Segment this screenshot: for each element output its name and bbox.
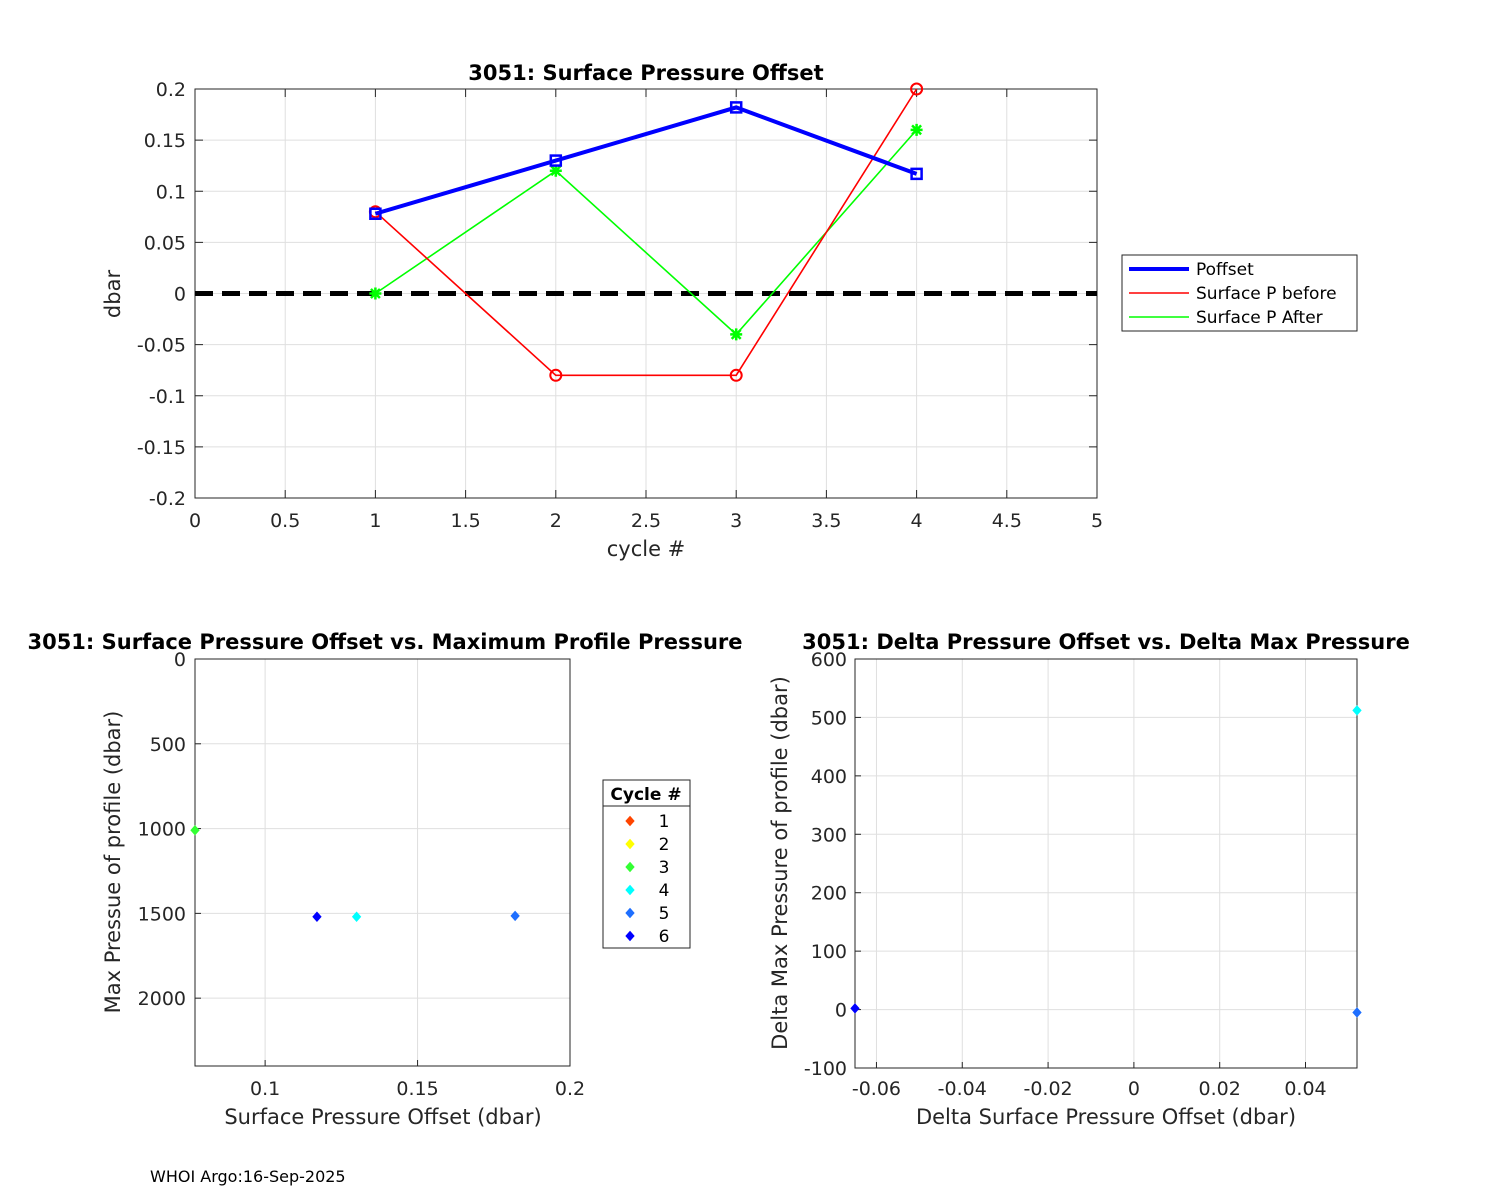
- chart1-ytick-label: -0.2: [149, 488, 186, 510]
- chart3-xtick-label: 0.04: [1284, 1078, 1326, 1100]
- chart1-point-surface-p-before: [549, 368, 563, 382]
- chart1-ytick-label: 0.15: [144, 130, 186, 152]
- chart3-xtick-label: 0: [1128, 1078, 1140, 1100]
- chart3-ytick-label: 300: [811, 824, 847, 846]
- chart3-xtick-label: -0.02: [1023, 1078, 1072, 1100]
- chart2-legend-label: 1: [659, 812, 670, 832]
- chart1-legend: Poffset Surface P before Surface P After: [1121, 254, 1358, 332]
- chart1-ytick-label: 0: [174, 284, 186, 306]
- chart2-legend-marker: [625, 815, 635, 827]
- chart1-xtick-label: 1.5: [450, 510, 480, 532]
- chart2-legend-marker: [625, 884, 635, 896]
- chart2-legend-label: 6: [659, 927, 670, 947]
- chart2-ytick-label: 1500: [138, 903, 186, 925]
- chart2-point-cycle-5: [510, 910, 520, 922]
- chart2-legend-marker: [625, 930, 635, 942]
- chart3-title: 3051: Delta Pressure Offset vs. Delta Ma…: [802, 630, 1410, 654]
- chart1-point-surface-p-before: [729, 368, 743, 382]
- chart1-xtick-label: 4: [911, 510, 923, 532]
- chart1-xtick-label: 3: [730, 510, 742, 532]
- chart1-ytick-label: 0.05: [144, 232, 186, 254]
- chart1-xtick-label: 1: [369, 510, 381, 532]
- chart3-xtick-label: -0.06: [852, 1078, 901, 1100]
- chart2-ytick-label: 2000: [138, 988, 186, 1010]
- chart3-point-cycle-5: [1352, 1007, 1362, 1018]
- chart1-xtick-label: 4.5: [992, 510, 1022, 532]
- chart3-ytick-label: 200: [811, 883, 847, 905]
- chart1-xlabel: cycle #: [607, 537, 686, 561]
- chart1-xtick-label: 2.5: [631, 510, 661, 532]
- chart3-xlabel: Delta Surface Pressure Offset (dbar): [916, 1105, 1296, 1129]
- chart2-ytick-label: 1000: [138, 819, 186, 841]
- chart3-ytick-label: 0: [835, 1000, 847, 1022]
- chart1-series-poffset-line: [374, 105, 918, 216]
- chart2-legend-title: Cycle #: [610, 785, 681, 805]
- chart2-point-cycle-4: [351, 911, 362, 923]
- chart2-ytick-label: 500: [150, 734, 186, 756]
- chart2-ytick-label: 0: [174, 649, 186, 671]
- chart3-point-cycle-6: [850, 1003, 860, 1014]
- chart3-ylabel: Delta Max Pressure of profile (dbar): [768, 676, 792, 1050]
- chart2-legend: Cycle # 1 2 3 4 5 6: [602, 779, 691, 949]
- chart1-series-surface-p-before-line: [374, 88, 918, 377]
- chart2-point-cycle-3: [190, 825, 200, 836]
- chart3-point-cycle-4: [1352, 705, 1362, 716]
- chart1-ytick-label: -0.05: [137, 335, 186, 357]
- chart1-ytick-label: -0.15: [137, 437, 186, 459]
- chart2-xtick-label: 0.1: [250, 1078, 280, 1100]
- chart-offset-vs-max-pressure: 3051: Surface Pressure Offset vs. Maximu…: [27, 630, 742, 1129]
- chart3-ytick-label: 600: [811, 649, 847, 671]
- chart1-point-surface-p-after: [549, 164, 562, 177]
- chart1-xtick-label: 5: [1091, 510, 1103, 532]
- chart2-xtick-label: 0.2: [555, 1078, 585, 1100]
- chart1-point-poffset: [369, 207, 382, 220]
- chart3-axes-box: [854, 658, 1358, 1069]
- chart1-point-surface-p-before: [910, 82, 924, 96]
- chart3-ytick-label: 100: [811, 941, 847, 963]
- chart1-xtick-label: 3.5: [811, 510, 841, 532]
- chart1-ylabel: dbar: [101, 270, 125, 319]
- chart1-ytick-label: 0.1: [156, 181, 186, 203]
- chart2-legend-label: 3: [659, 858, 670, 878]
- chart3-ytick-label: 500: [811, 707, 847, 729]
- footer-stamp: WHOI Argo:16-Sep-2025: [150, 1167, 346, 1186]
- chart-delta-offset-vs-delta-max: 3051: Delta Pressure Offset vs. Delta Ma…: [768, 630, 1410, 1129]
- chart2-legend-label: 5: [659, 904, 670, 924]
- chart1-point-surface-p-after: [910, 123, 923, 136]
- chart2-title: 3051: Surface Pressure Offset vs. Maximu…: [27, 630, 742, 654]
- chart2-legend-box: [602, 779, 691, 949]
- chart1-ytick-label: 0.2: [156, 79, 186, 101]
- chart2-legend-label: 2: [659, 835, 670, 855]
- chart2-legend-marker: [625, 838, 635, 850]
- chart2-legend-marker: [625, 861, 635, 873]
- chart1-point-poffset: [549, 154, 563, 167]
- chart3-ytick-label: 400: [811, 766, 847, 788]
- chart2-point-cycle-6: [312, 911, 322, 923]
- chart2-legend-marker: [625, 907, 635, 919]
- chart3-xtick-label: 0.02: [1199, 1078, 1241, 1100]
- chart1-xtick-label: 2: [550, 510, 562, 532]
- chart1-title: 3051: Surface Pressure Offset: [468, 61, 823, 85]
- chart1-point-poffset: [910, 167, 923, 181]
- chart1-legend-label: Surface P After: [1196, 308, 1323, 328]
- chart1-legend-label: Surface P before: [1196, 284, 1337, 304]
- chart2-xtick-label: 0.15: [396, 1078, 438, 1100]
- chart3-xtick-label: -0.04: [938, 1078, 987, 1100]
- chart2-ylabel: Max Pressue of profile (dbar): [101, 711, 125, 1014]
- chart2-xlabel: Surface Pressure Offset (dbar): [224, 1105, 541, 1129]
- chart-surface-pressure-offset: 3051: Surface Pressure Offset cycle # db…: [101, 61, 1358, 561]
- chart1-point-poffset: [729, 101, 743, 114]
- chart1-point-surface-p-after: [730, 328, 743, 341]
- chart2-legend-label: 4: [659, 881, 670, 901]
- chart3-ytick-label: -100: [804, 1058, 847, 1080]
- chart1-legend-label: Poffset: [1196, 260, 1254, 280]
- chart1-ytick-label: -0.1: [149, 386, 186, 408]
- chart1-point-surface-p-after: [369, 287, 382, 300]
- chart1-xtick-label: 0: [189, 510, 201, 532]
- chart2-axes-box: [194, 658, 571, 1067]
- chart1-xtick-label: 0.5: [270, 510, 300, 532]
